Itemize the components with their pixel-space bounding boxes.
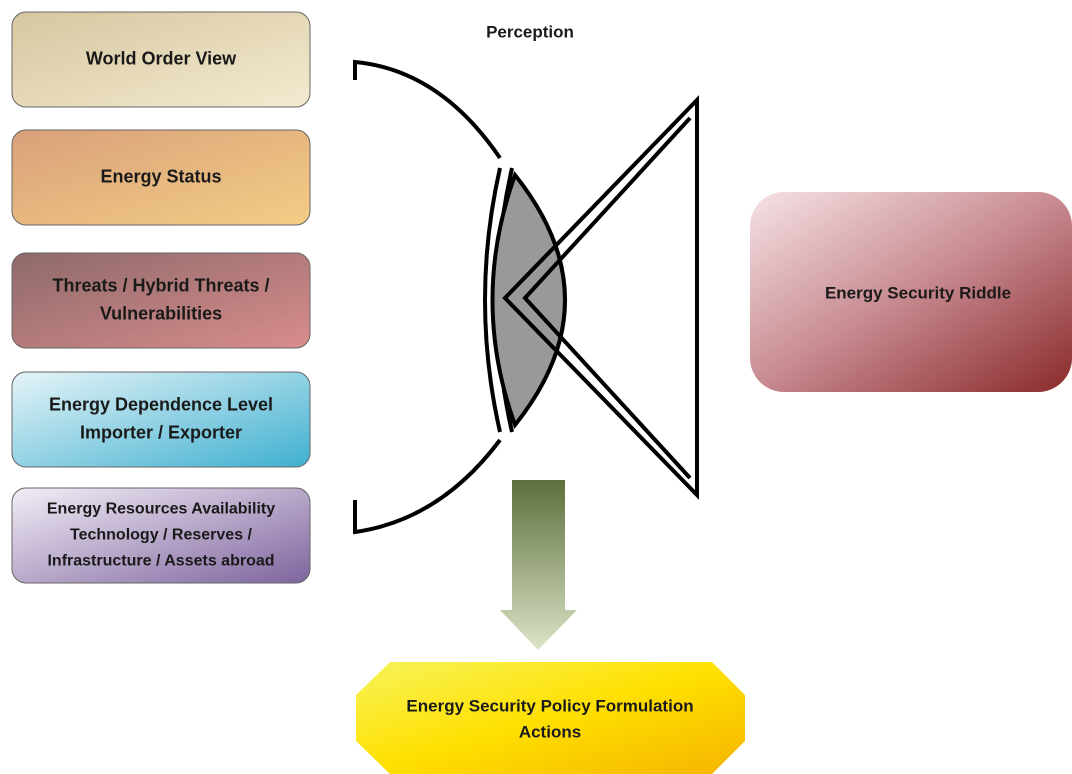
- diagram: Perception World Order View Energy Status…: [0, 0, 1072, 774]
- policy-line: Energy Security Policy Formulation: [406, 696, 693, 715]
- riddle-label: Energy Security Riddle: [825, 283, 1011, 302]
- factor-label: Vulnerabilities: [100, 303, 222, 323]
- lens-figure: [355, 62, 697, 532]
- factor-label: Infrastructure / Assets abroad: [47, 553, 274, 570]
- factor-box: [12, 253, 310, 348]
- down-arrow: [500, 480, 577, 650]
- factor-label: World Order View: [86, 48, 237, 68]
- title: Perception: [486, 22, 574, 41]
- policy-box: [356, 662, 745, 774]
- factor-label: Energy Resources Availability: [47, 501, 275, 518]
- outer-arc-top: [355, 62, 500, 158]
- factor-label: Importer / Exporter: [80, 422, 242, 442]
- factor-label: Energy Status: [100, 166, 221, 186]
- factor-box: [12, 372, 310, 467]
- factor-label: Energy Dependence Level: [49, 394, 273, 414]
- outer-arc-bottom: [355, 440, 500, 532]
- policy-line: Actions: [519, 722, 581, 741]
- factor-label: Threats / Hybrid Threats /: [52, 275, 269, 295]
- factor-label: Technology / Reserves /: [70, 527, 253, 544]
